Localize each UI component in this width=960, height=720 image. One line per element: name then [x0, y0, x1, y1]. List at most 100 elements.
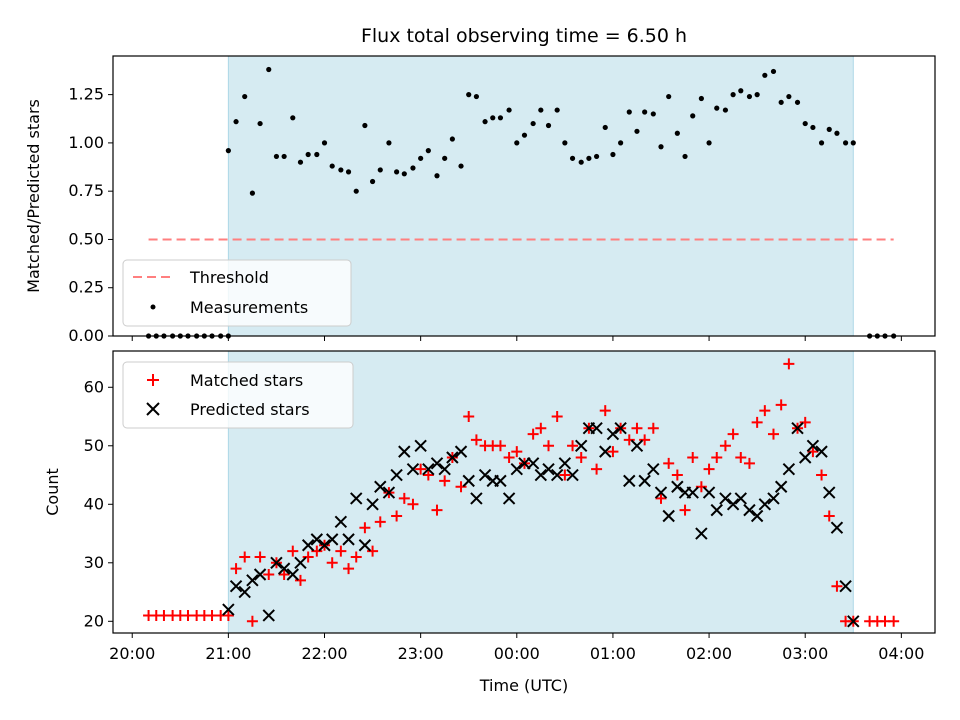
predicted-star-point [574, 439, 588, 452]
measurement-point [281, 153, 287, 160]
matched-star-point [367, 545, 379, 557]
matched-star-point [599, 405, 611, 417]
top-y-axis-label: Matched/Predicted stars [24, 99, 43, 293]
predicted-star-point [623, 474, 636, 488]
matched-star-point [735, 451, 747, 463]
predicted-star-point [229, 579, 243, 593]
matched-star-point [783, 358, 795, 370]
matched-star-point [607, 446, 619, 458]
matched-star-point [302, 551, 314, 563]
predicted-star-point [310, 533, 324, 546]
bottom-y-tick-label: 60 [84, 377, 104, 396]
x-tick-label: 02:00 [686, 644, 732, 663]
legend-measurements-label: Measurements [190, 298, 308, 317]
matched-star-point [359, 522, 371, 534]
measurement-point [538, 107, 544, 113]
predicted-star-point [422, 462, 435, 476]
matched-star-point [703, 463, 715, 475]
measurement-point [273, 153, 280, 160]
predicted-star-point [325, 533, 339, 546]
measurement-point [521, 132, 528, 138]
measurement-point [578, 159, 584, 165]
bottom-y-tick-label: 40 [84, 494, 104, 513]
matched-star-point [527, 428, 539, 440]
measurement-point [506, 107, 512, 113]
predicted-star-point [277, 562, 291, 575]
measurement-point [401, 171, 407, 177]
measurement-point [233, 119, 239, 125]
measurement-point [754, 92, 760, 98]
matched-star-point [254, 551, 266, 563]
matched-star-point [559, 469, 571, 481]
measurement-point [554, 107, 560, 113]
measurement-point [249, 190, 256, 196]
measurement-point [345, 169, 352, 175]
top-y-tick-label: 0.00 [68, 326, 104, 345]
measurement-point [618, 140, 624, 146]
predicted-star-point [246, 574, 259, 587]
measurement-point [698, 95, 704, 102]
matched-star-point [294, 574, 306, 586]
measurement-point [650, 111, 656, 117]
predicted-star-point [478, 468, 492, 482]
measurement-point [545, 122, 552, 129]
measurement-point [626, 109, 632, 115]
matched-star-point [775, 399, 787, 411]
matched-star-point [463, 411, 475, 423]
matched-star-point [535, 422, 547, 434]
predicted-star-point [734, 492, 748, 505]
legend-threshold-label: Threshold [189, 268, 269, 287]
measurement-point [305, 151, 311, 158]
matched-star-point [567, 440, 579, 452]
matched-star-point [494, 440, 506, 452]
predicted-star-point [494, 474, 507, 488]
matched-star-point [759, 405, 771, 417]
top-axes-frame [112, 55, 936, 337]
measurement-point [746, 93, 753, 100]
matched-star-point [455, 481, 467, 493]
measurement-point [593, 153, 600, 160]
measurement-point [714, 105, 720, 111]
matched-star-point [743, 457, 755, 469]
predicted-star-point [719, 492, 732, 505]
measurement-point [834, 130, 840, 136]
predicted-star-point [238, 585, 251, 599]
predicted-star-point [253, 568, 267, 581]
x-axis-label: Time (UTC) [479, 676, 568, 695]
predicted-star-point [222, 603, 235, 616]
measurement-point [394, 169, 400, 175]
matched-star-point [623, 434, 635, 446]
predicted-star-point [566, 468, 579, 482]
measurement-point [314, 151, 320, 158]
measurement-point [362, 122, 368, 129]
top-y-tick-label: 1.00 [68, 133, 104, 152]
predicted-star-point [671, 480, 684, 493]
bottom-panel: 20 30 40 50 60 20:00 21:00 22:00 23:00 00:00 01:0… [43, 350, 936, 695]
measurement-point [562, 140, 568, 146]
predicted-star-point [382, 486, 396, 499]
predicted-star-point [318, 539, 331, 552]
measurement-point [802, 120, 808, 127]
matched-star-point [551, 411, 563, 423]
predicted-star-point [502, 492, 516, 505]
bottom-legend: Matched stars Predicted stars [122, 361, 354, 429]
matched-star-point [287, 545, 299, 557]
measurement-point [418, 155, 424, 161]
measurement-point [690, 113, 696, 119]
predicted-star-point [398, 445, 411, 458]
measurement-point [490, 115, 496, 121]
matched-star-point [647, 422, 659, 434]
measurement-point [634, 128, 640, 134]
measurement-point [482, 119, 488, 125]
top-y-tick-label: 1.25 [68, 85, 104, 104]
matched-star-point [431, 504, 443, 516]
matched-star-point [631, 422, 643, 434]
measurement-point [386, 140, 392, 146]
predicted-star-point [350, 492, 363, 505]
x-tick-label: 04:00 [878, 644, 924, 663]
measurement-point [369, 178, 376, 185]
predicted-star-point [702, 486, 716, 499]
matched-star-point [663, 457, 675, 469]
legend-matched-swatch [147, 374, 159, 386]
measurement-point [738, 88, 744, 94]
